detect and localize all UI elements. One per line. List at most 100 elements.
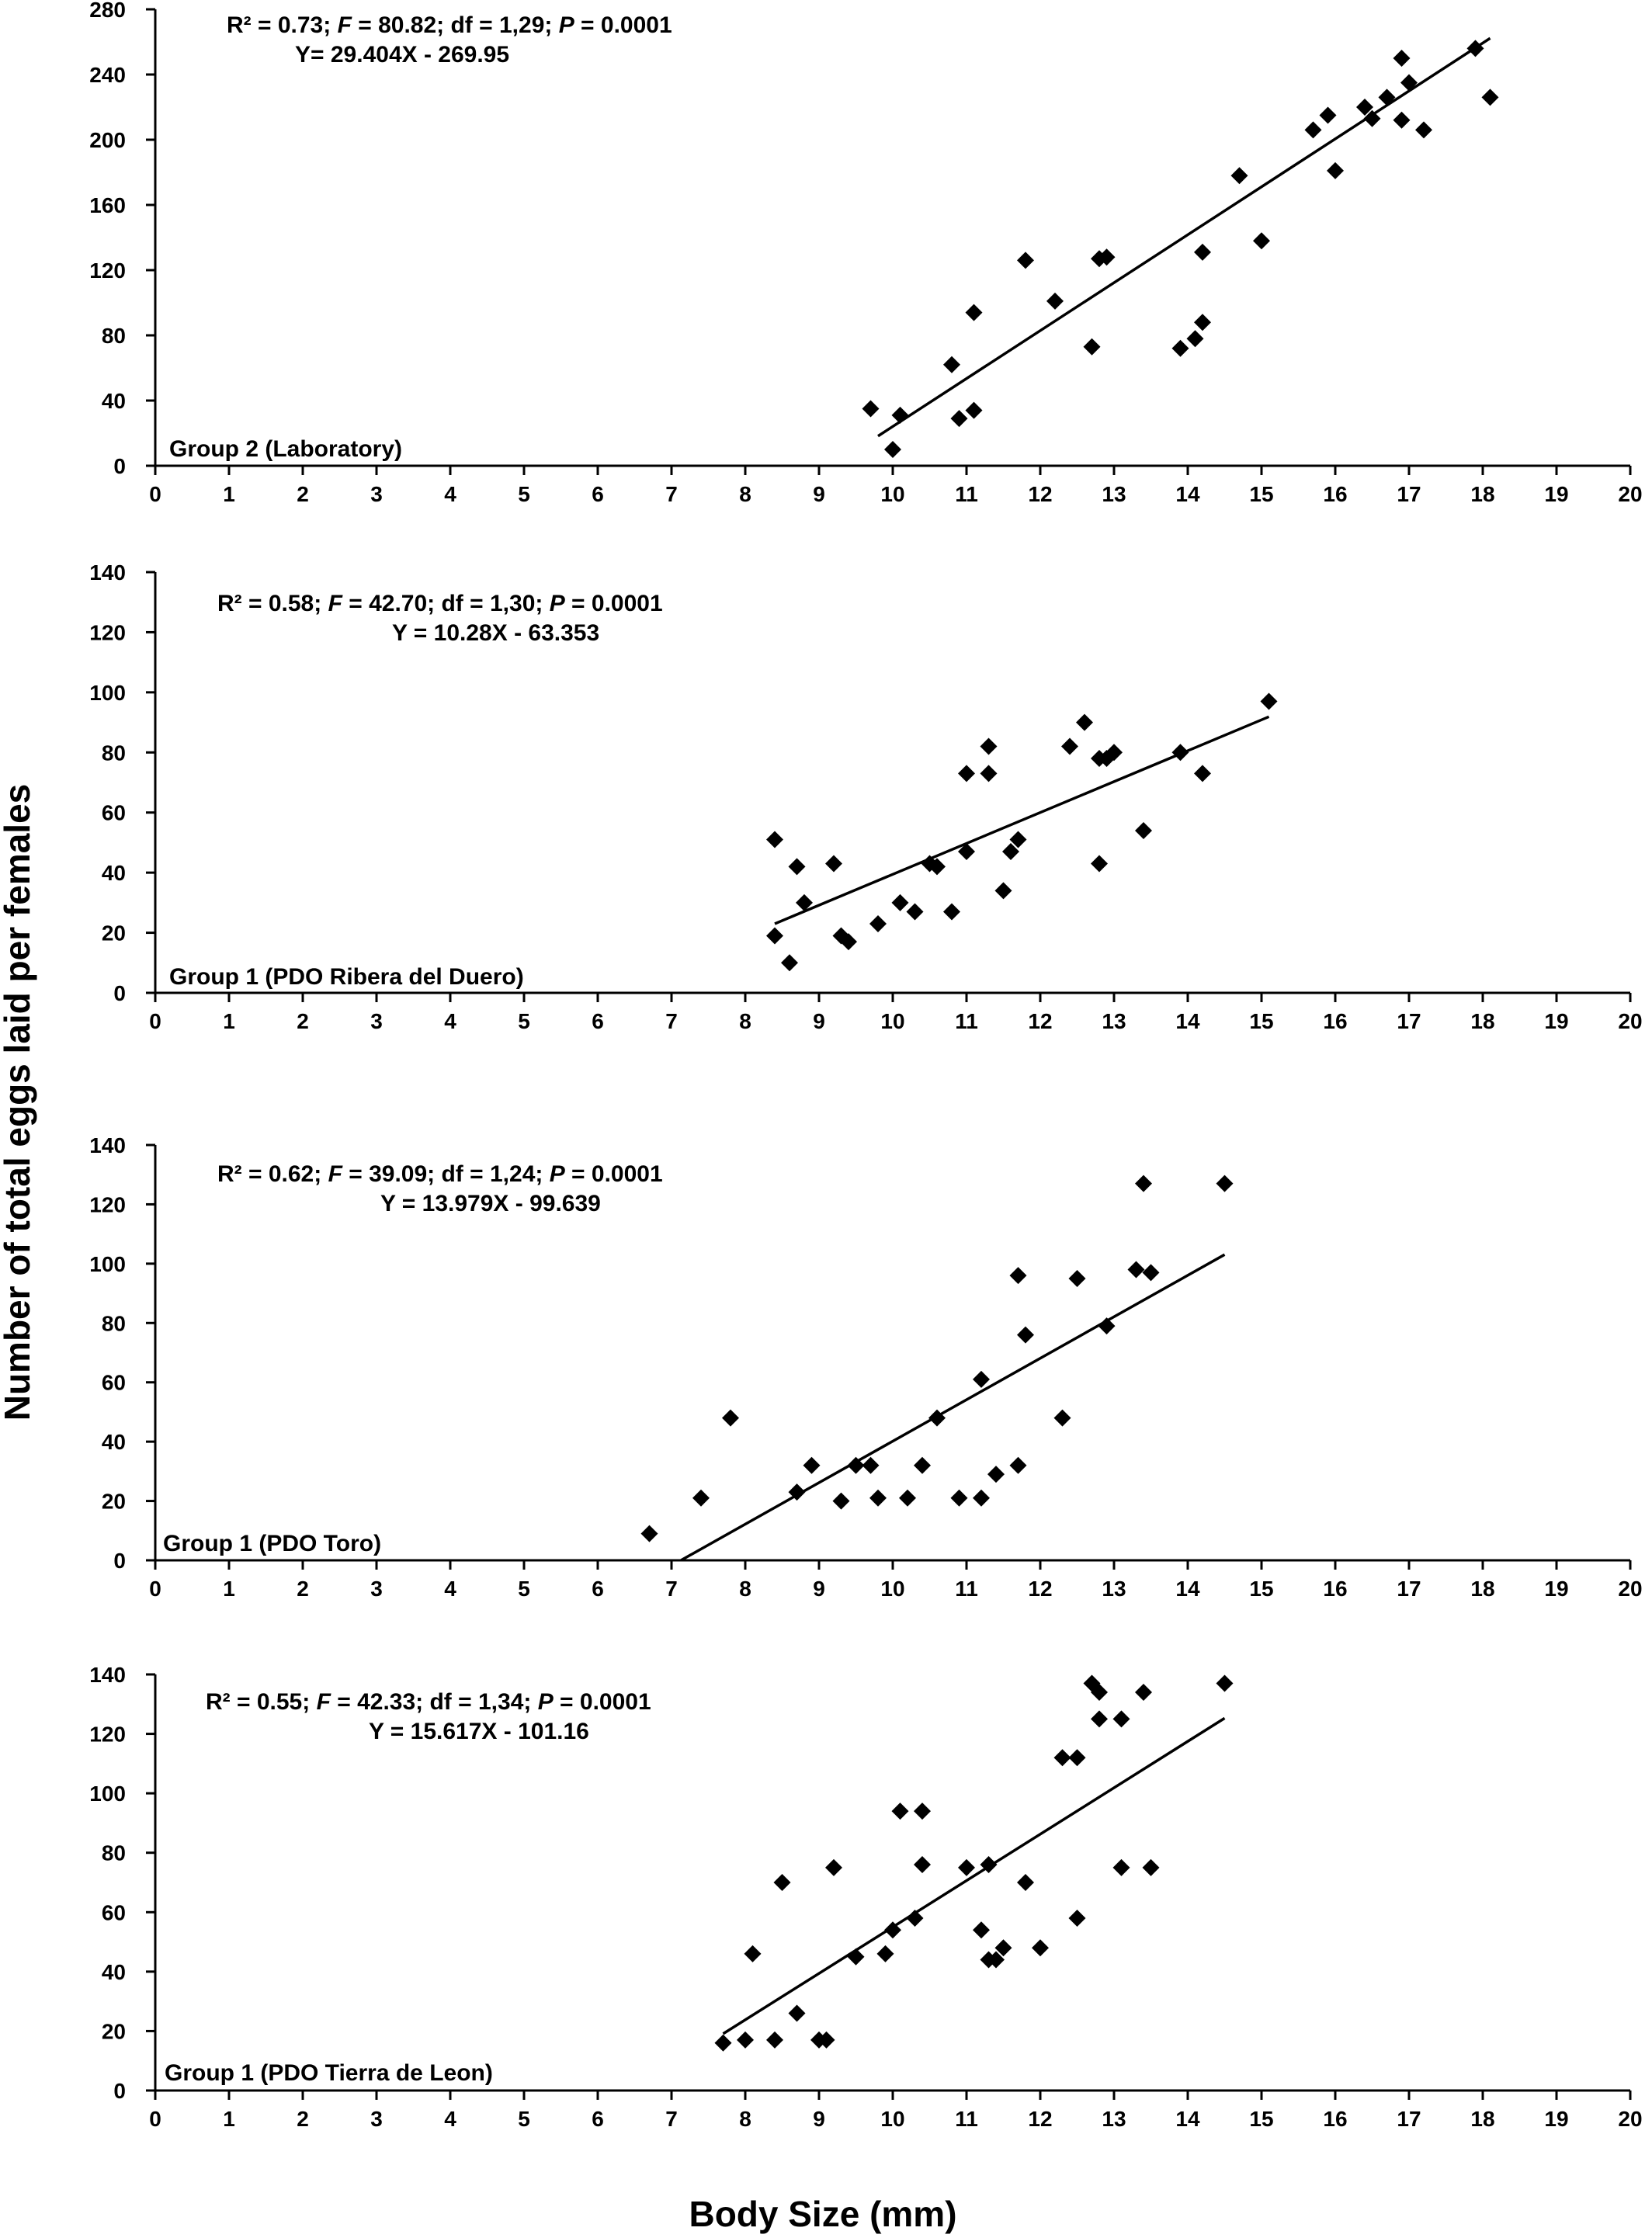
- y-tick-label: 120: [89, 1192, 126, 1216]
- x-tick-label: 15: [1249, 2107, 1273, 2131]
- stats-part: F: [317, 1689, 331, 1715]
- x-tick-label: 8: [739, 1577, 751, 1601]
- data-point: [1046, 292, 1064, 310]
- data-point: [994, 1939, 1012, 1957]
- stats-part: = 0.0001: [574, 12, 672, 38]
- data-point: [862, 400, 880, 418]
- x-tick-label: 11: [955, 1009, 978, 1033]
- data-point: [1142, 1858, 1160, 1876]
- data-point: [884, 1921, 901, 1939]
- group-label: Group 1 (PDO Ribera del Duero): [169, 964, 524, 990]
- data-point: [1009, 1267, 1027, 1285]
- x-tick-label: 0: [149, 482, 161, 506]
- data-point: [1378, 88, 1396, 106]
- data-point: [1017, 252, 1034, 269]
- y-tick-label: 40: [102, 861, 126, 885]
- data-point: [1194, 314, 1211, 331]
- data-point: [980, 765, 998, 782]
- x-tick-label: 3: [370, 1577, 383, 1601]
- x-tick-label: 12: [1028, 1009, 1052, 1033]
- scatter-panel-1: 0 1 2 3 4 5 6 7 8 9 10 11 12 13 14 15 16 17 18 19 2004080120…: [89, 0, 1642, 506]
- data-point: [1393, 50, 1411, 67]
- data-point: [1400, 74, 1418, 92]
- y-tick-label: 140: [89, 1663, 126, 1687]
- data-point: [980, 1856, 998, 1874]
- y-tick-label: 60: [102, 1900, 126, 1924]
- data-point: [847, 1948, 865, 1966]
- y-tick-label: 20: [102, 1490, 126, 1514]
- x-tick-label: 13: [1102, 482, 1126, 506]
- group-label: Group 2 (Laboratory): [169, 436, 402, 462]
- data-point: [803, 1456, 821, 1474]
- x-tick-label: 3: [370, 482, 383, 506]
- data-point: [958, 765, 975, 782]
- x-tick-label: 8: [739, 2107, 751, 2131]
- data-point: [1253, 232, 1270, 250]
- stats-part: R² = 0.62;: [217, 1161, 328, 1187]
- x-tick-label: 1: [223, 1577, 235, 1601]
- data-point: [1194, 765, 1211, 782]
- data-point: [847, 1456, 865, 1474]
- x-tick-label: 14: [1175, 2107, 1200, 2131]
- data-point: [1186, 330, 1204, 348]
- stats-part: = 0.0001: [565, 591, 663, 616]
- data-point: [973, 1489, 990, 1507]
- data-point: [914, 1803, 931, 1820]
- data-point: [891, 1803, 909, 1820]
- x-tick-label: 17: [1397, 482, 1421, 506]
- x-tick-label: 4: [444, 1009, 456, 1033]
- data-point: [943, 356, 960, 373]
- x-tick-label: 10: [880, 1009, 904, 1033]
- x-tick-label: 17: [1397, 1577, 1421, 1601]
- x-tick-label: 17: [1397, 2107, 1421, 2131]
- y-tick-label: 0: [113, 981, 126, 1005]
- data-point: [980, 737, 998, 755]
- x-tick-label: 16: [1323, 1009, 1347, 1033]
- data-point: [1002, 843, 1019, 861]
- data-point: [1053, 1749, 1071, 1767]
- data-point: [766, 2031, 783, 2049]
- data-point: [1127, 1261, 1145, 1279]
- stats-part: = 0.0001: [565, 1161, 663, 1187]
- data-point: [825, 855, 842, 873]
- x-tick-label: 3: [370, 2107, 383, 2131]
- x-tick-label: 3: [370, 1009, 383, 1033]
- data-point: [722, 1409, 739, 1427]
- y-tick-label: 200: [89, 128, 126, 152]
- data-point: [1356, 99, 1373, 116]
- regression-equation: Y = 10.28X - 63.353: [392, 620, 599, 646]
- stats-part: = 39.09; df = 1,24;: [342, 1161, 550, 1187]
- data-point: [825, 1858, 842, 1876]
- x-tick-label: 16: [1323, 482, 1347, 506]
- data-point: [1135, 821, 1152, 839]
- data-point: [1053, 1409, 1071, 1427]
- x-tick-label: 18: [1470, 1577, 1494, 1601]
- data-point: [714, 2034, 732, 2052]
- x-tick-label: 7: [665, 1577, 678, 1601]
- y-tick-label: 40: [102, 1430, 126, 1454]
- data-point: [1068, 1909, 1086, 1927]
- x-tick-label: 17: [1397, 1009, 1421, 1033]
- y-tick-label: 120: [89, 1723, 126, 1747]
- y-tick-label: 20: [102, 921, 126, 946]
- y-tick-label: 140: [89, 1133, 126, 1157]
- y-axis-label: Number of total eggs laid per females: [0, 784, 37, 1421]
- x-tick-label: 9: [813, 1009, 825, 1033]
- x-tick-label: 10: [880, 482, 904, 506]
- x-tick-label: 13: [1102, 1577, 1126, 1601]
- data-point: [1216, 1175, 1234, 1192]
- data-point: [766, 831, 783, 848]
- y-tick-label: 80: [102, 741, 126, 765]
- x-tick-label: 7: [665, 2107, 678, 2131]
- data-point: [928, 858, 946, 876]
- x-tick-label: 4: [444, 482, 456, 506]
- stats-text: R² = 0.55; F = 42.33; df = 1,34; P = 0.0…: [206, 1689, 651, 1715]
- data-point: [1091, 1710, 1108, 1728]
- data-point: [950, 1489, 968, 1507]
- data-point: [906, 903, 924, 921]
- x-tick-label: 12: [1028, 482, 1052, 506]
- data-point: [1032, 1939, 1049, 1957]
- data-point: [884, 441, 901, 458]
- x-tick-label: 18: [1470, 482, 1494, 506]
- data-point: [1091, 855, 1108, 873]
